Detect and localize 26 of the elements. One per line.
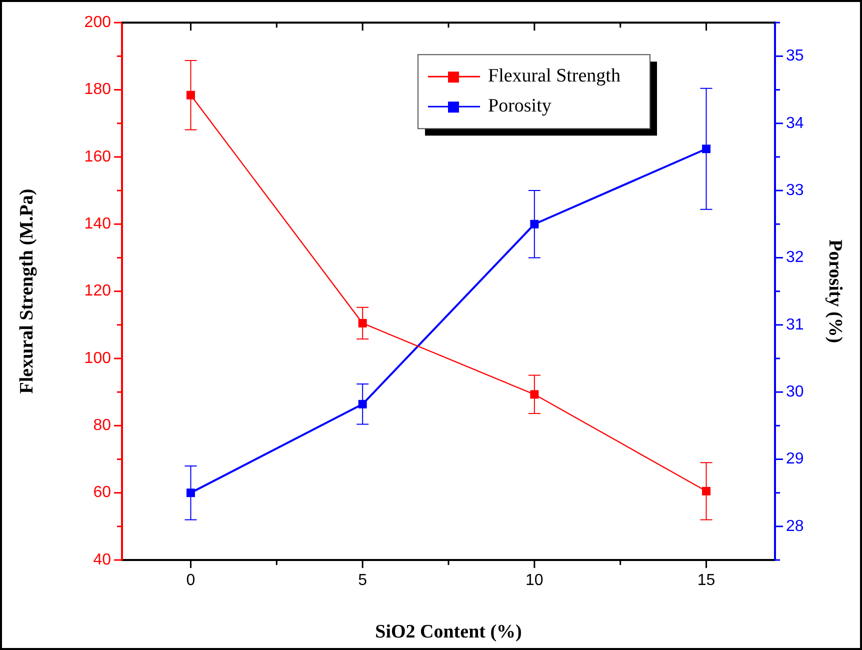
x-tick-label: 5 bbox=[358, 572, 368, 590]
y-tick-label: 140 bbox=[84, 216, 112, 233]
legend-label: Flexural Strength bbox=[488, 66, 621, 87]
y2-tick-label: 35 bbox=[786, 48, 804, 65]
y2-axis-title: Porosity (%) bbox=[824, 239, 846, 344]
legend-label: Porosity bbox=[488, 96, 552, 117]
y2-tick-label: 33 bbox=[786, 182, 804, 199]
y2-tick-label: 30 bbox=[786, 383, 804, 400]
y2-tick-label: 31 bbox=[786, 316, 804, 334]
y2-tick-label: 34 bbox=[786, 114, 804, 132]
x-tick-label: 15 bbox=[697, 572, 716, 590]
y2-tick-label: 28 bbox=[786, 518, 804, 535]
x-tick-label: 0 bbox=[186, 572, 196, 590]
y-tick-label: 80 bbox=[93, 417, 112, 434]
x-tick-label: 10 bbox=[526, 572, 544, 590]
x-axis-title: SiO2 Content (%) bbox=[375, 622, 522, 643]
y2-tick-label: 32 bbox=[786, 249, 804, 266]
y-tick-label: 60 bbox=[93, 484, 112, 502]
y-axis-title: Flexural Strength (M.Pa) bbox=[16, 188, 38, 394]
y-tick-label: 120 bbox=[84, 282, 112, 300]
y2-tick-label: 29 bbox=[786, 450, 804, 468]
y-tick-label: 180 bbox=[84, 81, 112, 98]
y-tick-label: 160 bbox=[84, 148, 112, 166]
y-tick-label: 40 bbox=[93, 551, 112, 568]
y-tick-label: 100 bbox=[84, 350, 112, 367]
y-tick-label: 200 bbox=[84, 14, 112, 32]
